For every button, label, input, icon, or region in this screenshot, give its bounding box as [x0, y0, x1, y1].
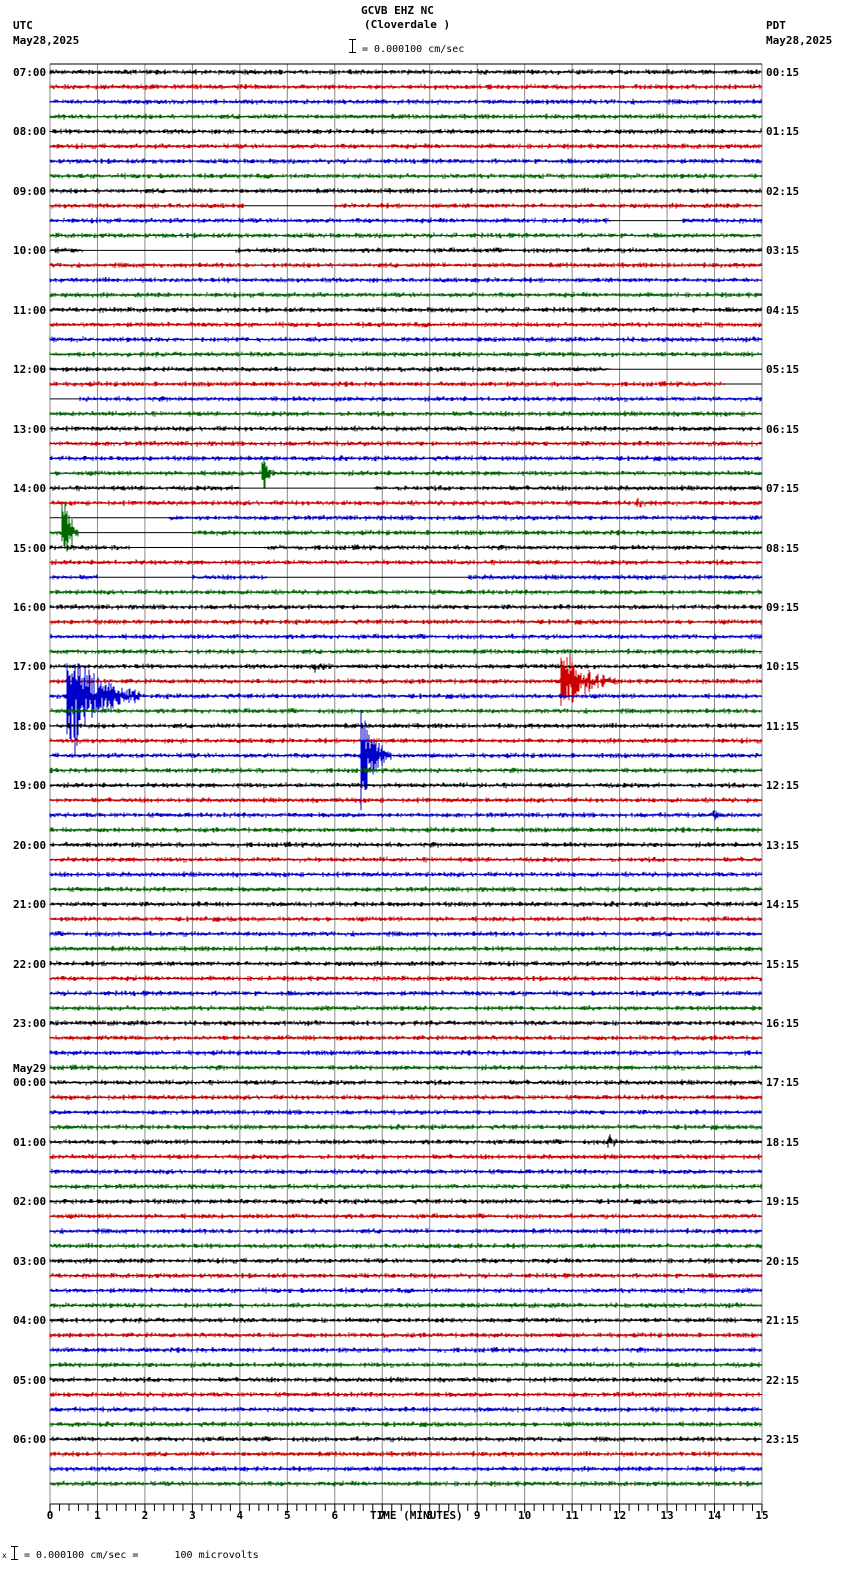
pdt-hour-label: 00:15: [766, 66, 800, 79]
utc-hour-label: 04:00: [13, 1314, 47, 1328]
pdt-hour-label: 13:15: [766, 838, 800, 852]
pdt-hour-label: 14:15: [766, 898, 800, 912]
left-date: May28,2025: [13, 34, 80, 47]
pdt-hour-label: 11:15: [766, 719, 800, 733]
pdt-hour-label: 19:15: [766, 1195, 800, 1209]
x-tick-label: 9: [473, 1509, 481, 1522]
utc-hour-label: 13:00: [13, 422, 47, 436]
utc-hour-label: 22:00: [13, 957, 47, 971]
left-timezone: UTC: [13, 19, 33, 32]
utc-hour-label: 11:00: [13, 303, 47, 317]
x-tick-label: 4: [236, 1509, 244, 1522]
x-tick-label: 10: [518, 1509, 532, 1522]
x-tick-label: 8: [426, 1509, 434, 1522]
right-timezone: PDT: [766, 19, 786, 32]
utc-hour-label: 21:00: [13, 898, 47, 912]
x-tick-label: 15: [755, 1509, 769, 1522]
x-tick-label: 7: [378, 1509, 386, 1522]
x-tick-label: 3: [189, 1509, 196, 1522]
pdt-hour-label: 02:15: [766, 184, 800, 198]
utc-hour-label: 19:00: [13, 779, 47, 793]
utc-hour-label: 05:00: [13, 1373, 47, 1387]
x-tick-label: 2: [141, 1509, 149, 1522]
pdt-hour-label: 06:15: [766, 422, 800, 436]
x-tick-label: 12: [612, 1509, 627, 1522]
pdt-hour-label: 15:15: [766, 957, 800, 971]
pdt-hour-label: 16:15: [766, 1017, 800, 1031]
pdt-hour-label: 23:15: [766, 1433, 800, 1447]
utc-hour-label: 02:00: [13, 1195, 47, 1209]
pdt-hour-label: 22:15: [766, 1373, 800, 1387]
utc-hour-label: 03:00: [13, 1254, 47, 1268]
pdt-hour-label: 03:15: [766, 244, 800, 258]
utc-hour-label: 08:00: [13, 125, 47, 139]
utc-hour-label: 01:00: [13, 1135, 47, 1149]
right-date: May28,2025: [766, 34, 833, 47]
x-tick-label: 0: [46, 1509, 54, 1522]
utc-hour-label: 17:00: [13, 660, 47, 674]
pdt-hour-label: 17:15: [766, 1076, 800, 1090]
footer-scale-prefix: x: [2, 1551, 7, 1560]
date-change-label: May29: [13, 1062, 47, 1076]
x-tick-label: 5: [284, 1509, 291, 1522]
x-tick-label: 13: [660, 1509, 674, 1522]
pdt-hour-label: 12:15: [766, 779, 800, 793]
utc-hour-label: 20:00: [13, 838, 47, 852]
pdt-hour-label: 07:15: [766, 482, 800, 496]
footer-scale-text: = 0.000100 cm/sec = 100 microvolts: [24, 1550, 259, 1561]
pdt-hour-label: 20:15: [766, 1254, 800, 1268]
utc-hour-label: 23:00: [13, 1017, 47, 1031]
utc-hour-label: 06:00: [13, 1433, 47, 1447]
pdt-hour-label: 01:15: [766, 125, 800, 139]
station-title: GCVB EHZ NC: [361, 4, 434, 17]
utc-hour-label: 14:00: [13, 482, 47, 496]
x-tick-label: 6: [331, 1509, 339, 1522]
footer-scale-bar-icon: [11, 1546, 18, 1560]
utc-hour-label: 07:00: [13, 66, 47, 79]
utc-hour-label: 00:00: [13, 1076, 47, 1090]
pdt-hour-label: 10:15: [766, 660, 800, 674]
utc-hour-label: 10:00: [13, 244, 47, 258]
pdt-hour-label: 18:15: [766, 1135, 800, 1149]
utc-hour-label: 18:00: [13, 719, 47, 733]
scale-bar-icon: [349, 39, 356, 53]
x-tick-label: 14: [707, 1509, 722, 1522]
utc-hour-label: 12:00: [13, 363, 47, 377]
utc-hour-label: 09:00: [13, 184, 47, 198]
utc-hour-label: 15:00: [13, 541, 47, 555]
pdt-hour-label: 09:15: [766, 600, 800, 614]
pdt-hour-label: 04:15: [766, 303, 800, 317]
x-tick-label: 1: [94, 1509, 101, 1522]
pdt-hour-label: 21:15: [766, 1314, 800, 1328]
station-location: (Cloverdale ): [364, 18, 451, 31]
x-axis-label: TIME (MINUTES): [370, 1509, 463, 1522]
scale-text: = 0.000100 cm/sec: [362, 44, 465, 55]
pdt-hour-label: 05:15: [766, 363, 800, 377]
utc-hour-label: 16:00: [13, 600, 47, 614]
x-tick-label: 11: [565, 1509, 579, 1522]
pdt-hour-label: 08:15: [766, 541, 800, 555]
